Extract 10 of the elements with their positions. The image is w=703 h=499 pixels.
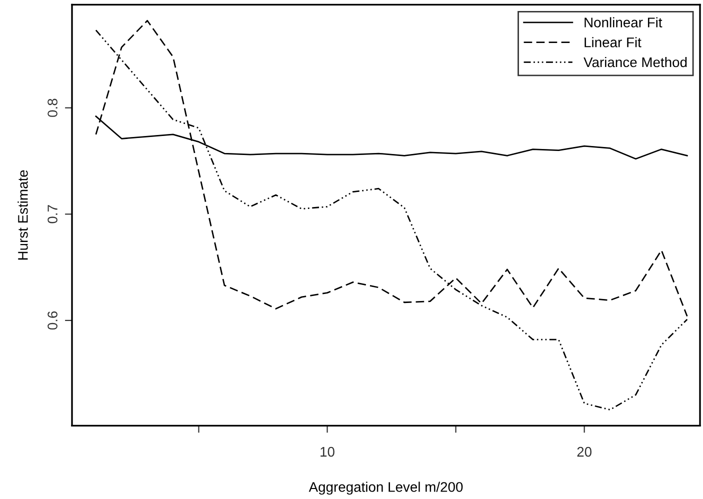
legend-label: Nonlinear Fit (584, 17, 662, 28)
legend-label: Linear Fit (584, 37, 642, 48)
y-axis-title: Hurst Estimate (18, 170, 28, 260)
y-tick-label: 0.7 (48, 205, 58, 224)
y-tick-label: 0.8 (48, 98, 58, 117)
x-tick-label: 20 (577, 446, 592, 457)
y-tick-label: 0.6 (48, 311, 58, 330)
x-axis-title: Aggregation Level m/200 (308, 482, 463, 495)
x-tick-label: 10 (320, 446, 334, 457)
legend-label: Variance Method (584, 56, 687, 68)
